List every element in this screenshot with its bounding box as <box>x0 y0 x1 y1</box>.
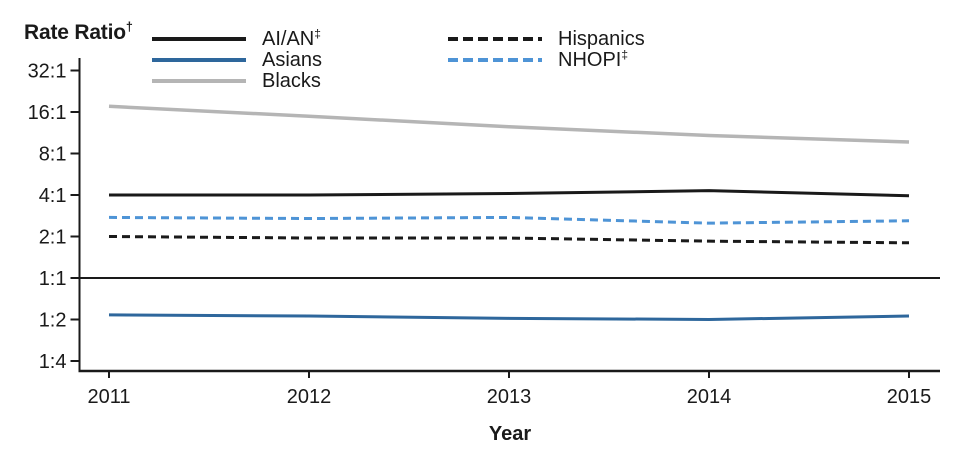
legend-item-blacks: Blacks <box>150 70 321 92</box>
legend-label-blacks: Blacks <box>262 70 321 92</box>
chart-title-text: Rate Ratio <box>24 21 126 44</box>
y-tick-label: 1:1 <box>39 268 67 290</box>
line-swatch-solid-gray <box>152 79 246 83</box>
dagger-footnote-mark: † <box>125 20 133 34</box>
y-tick-label: 8:1 <box>39 144 67 166</box>
legend-item-ai-an: AI/AN‡ <box>150 26 321 50</box>
series-line-nhopi <box>108 215 910 225</box>
y-tick-label: 4:1 <box>39 185 67 207</box>
line-swatch-dashed-blue <box>448 58 542 62</box>
series-line-asians <box>108 313 910 321</box>
line-swatch-solid-black <box>152 37 246 41</box>
series-line-hispanics <box>108 235 910 245</box>
x-tick-label: 2011 <box>87 386 130 408</box>
x-tick-label: 2015 <box>887 386 932 408</box>
chart-y-axis-title: Rate Ratio† <box>24 21 133 45</box>
y-tick-label: 32:1 <box>28 61 67 83</box>
y-tick-label: 2:1 <box>39 227 67 249</box>
y-tick-label: 1:4 <box>39 351 67 373</box>
legend-label-asians: Asians <box>262 49 323 71</box>
x-tick-label: 2012 <box>287 386 332 408</box>
legend-item-asians: Asians <box>150 49 322 71</box>
y-tick-label: 1:2 <box>39 310 67 332</box>
series-line-ai-an <box>109 189 910 198</box>
x-axis-title: Year <box>488 423 532 445</box>
legend-item-hispanics: Hispanics <box>446 28 645 50</box>
line-swatch-solid-blue <box>152 58 246 62</box>
x-tick-label: 2013 <box>487 386 532 408</box>
legend-label-ai-an: AI/AN‡ <box>262 26 321 50</box>
series-line-blacks <box>108 104 910 144</box>
legend-label-hispanics: Hispanics <box>558 28 645 50</box>
x-tick-label: 2014 <box>687 386 732 408</box>
legend-item-nhopi: NHOPI‡ <box>446 47 629 71</box>
y-tick-label: 16:1 <box>28 102 67 124</box>
line-swatch-dashed-black <box>448 37 542 41</box>
legend-label-nhopi: NHOPI‡ <box>558 47 629 71</box>
